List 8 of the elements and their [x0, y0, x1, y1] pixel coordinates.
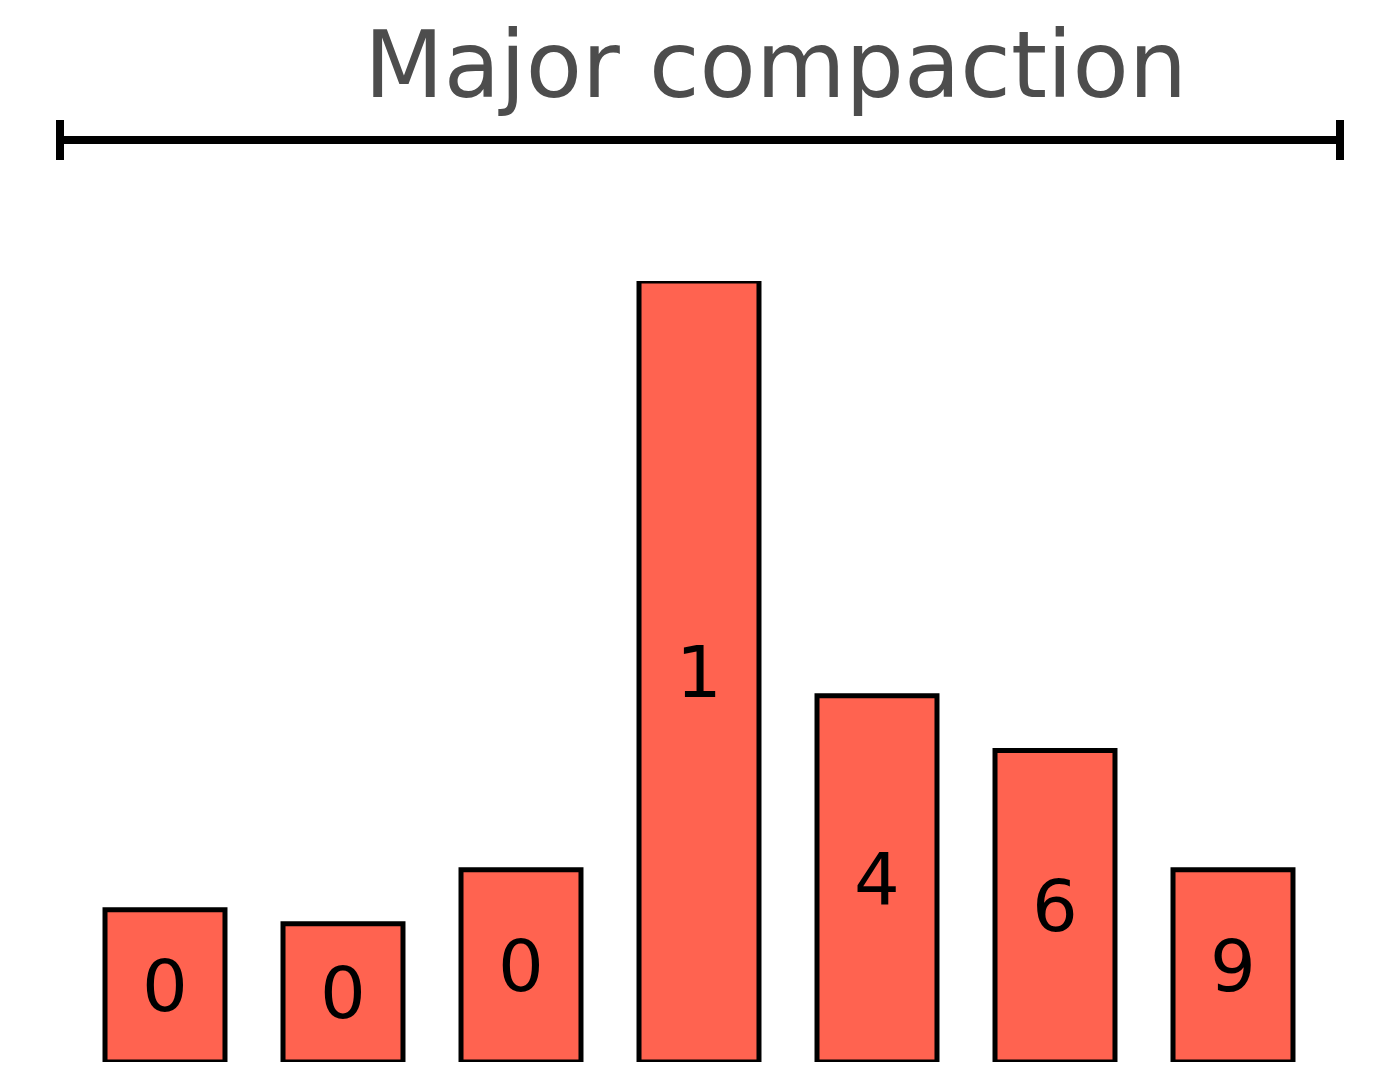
chart-title: Major compaction: [364, 12, 1188, 120]
x-tick-label: 0: [320, 951, 366, 1035]
x-tick-label: 6: [1032, 864, 1078, 948]
x-tick-label: 0: [498, 924, 544, 1008]
x-tick-label: 4: [854, 837, 900, 921]
x-tick-label: 0: [142, 944, 188, 1028]
x-tick-label: 1: [676, 630, 722, 714]
x-tick-label: 9: [1210, 924, 1256, 1008]
